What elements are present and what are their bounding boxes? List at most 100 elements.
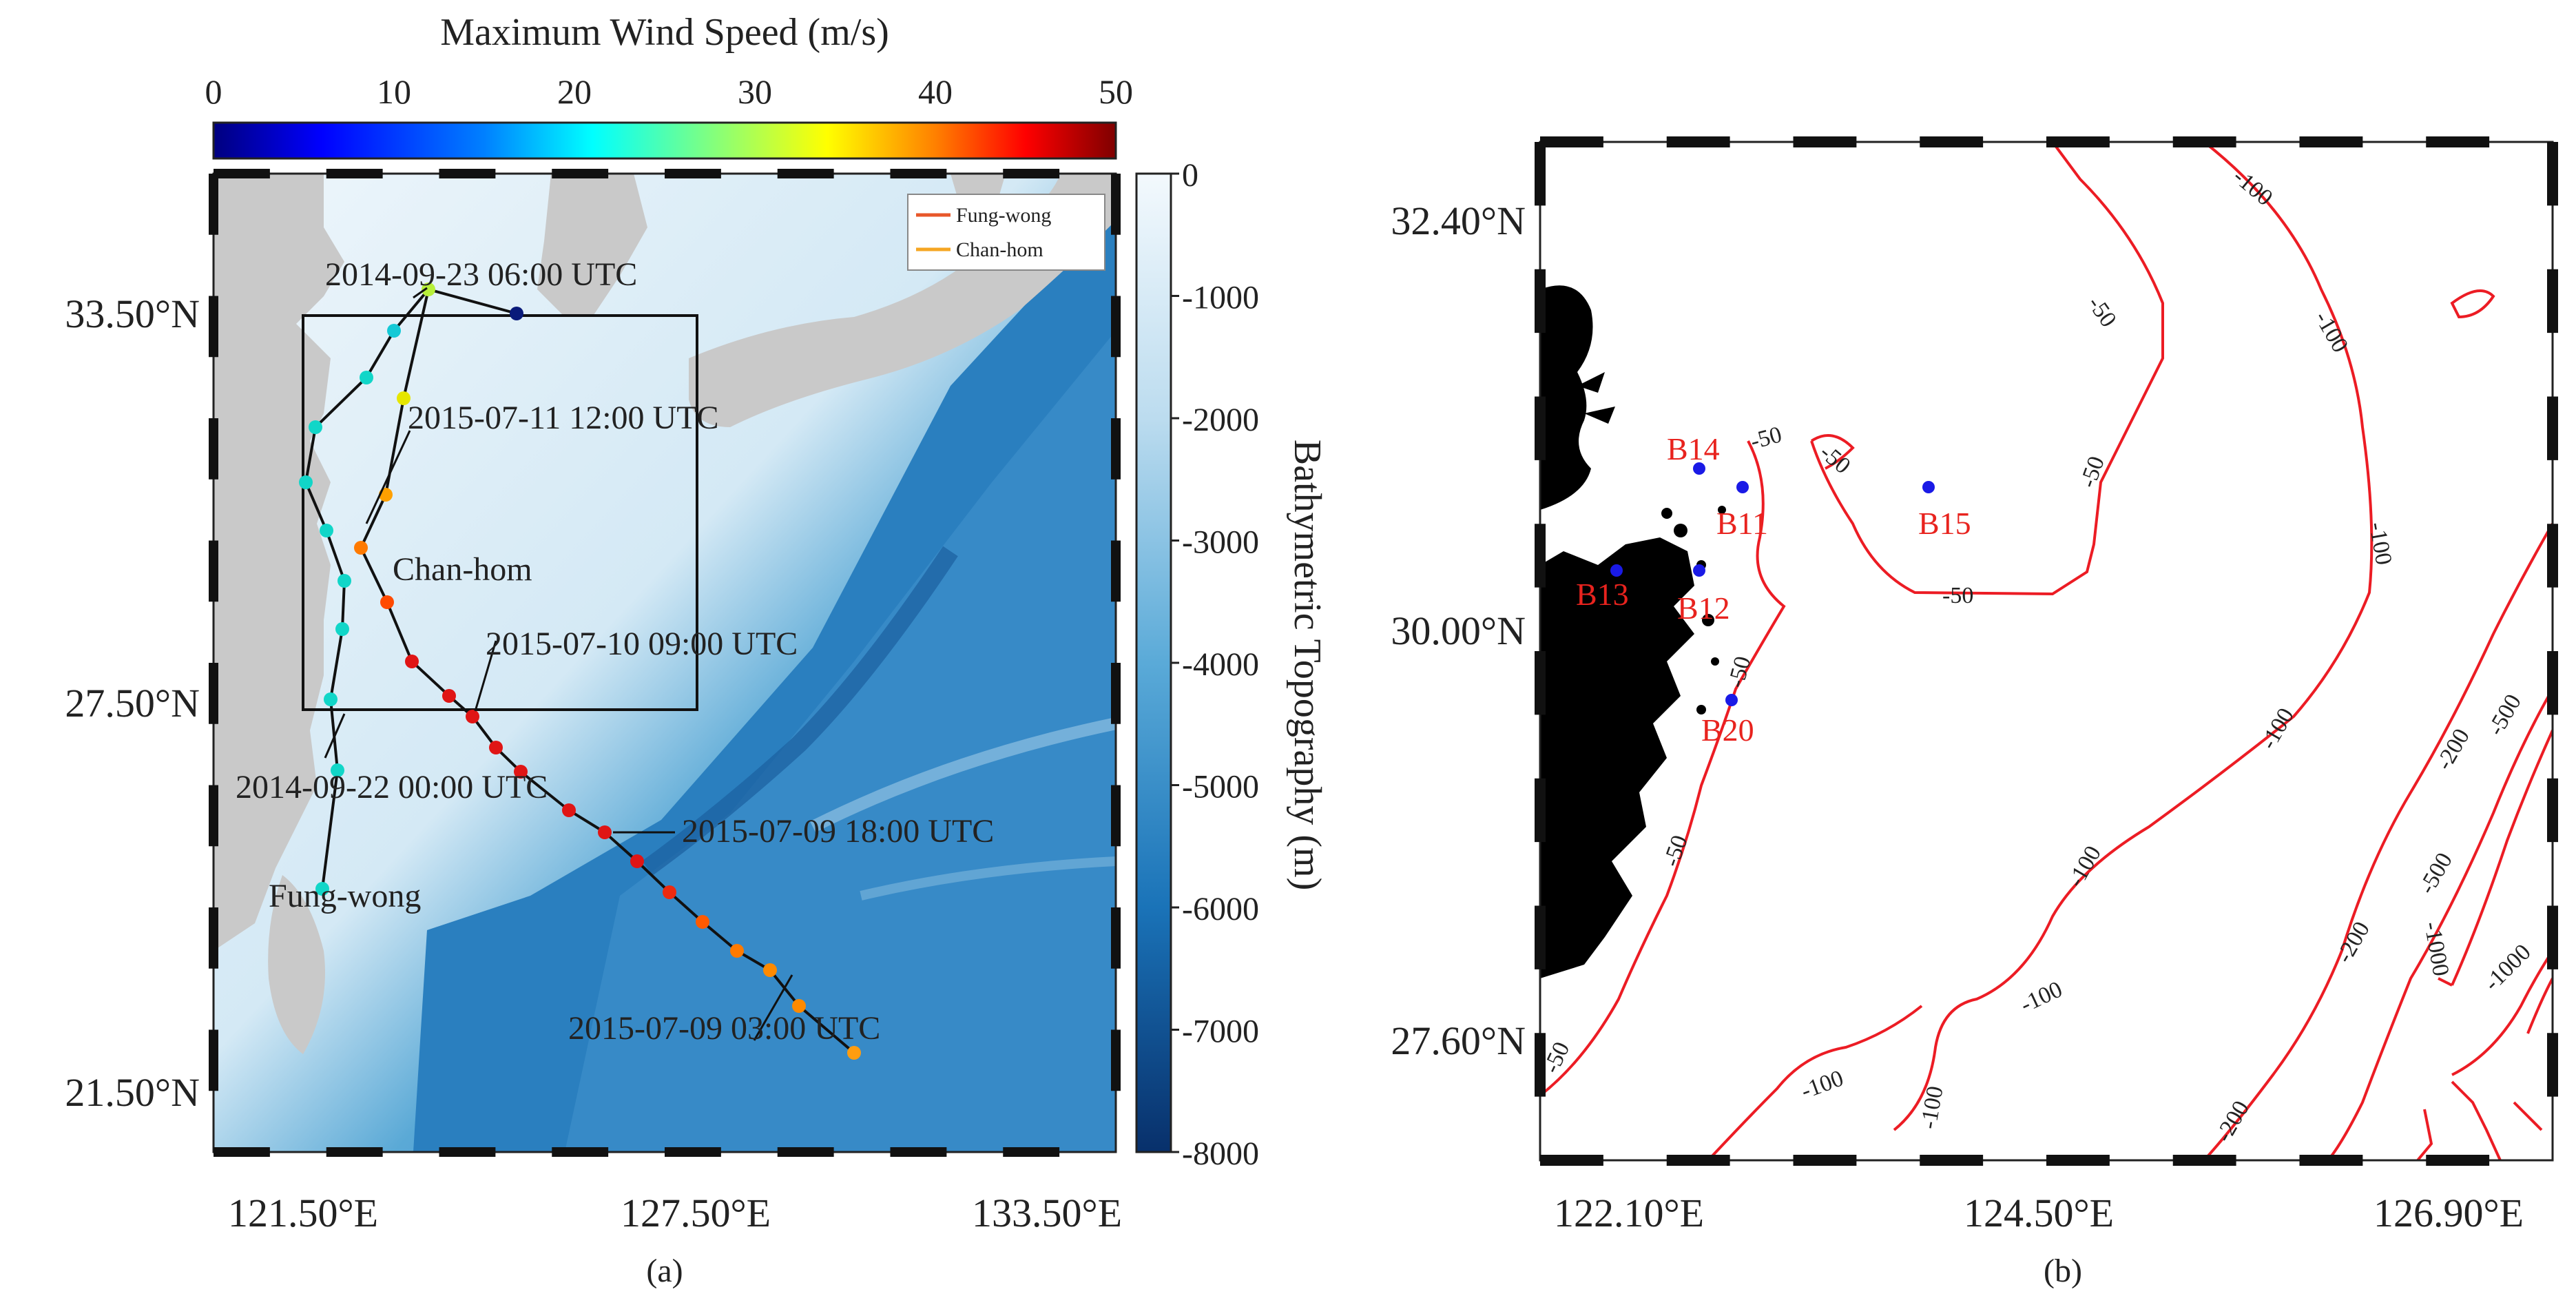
colorbar-title: Maximum Wind Speed (m/s) — [440, 11, 889, 54]
frame-tick — [1111, 663, 1121, 724]
frame-tick — [552, 1147, 609, 1157]
lon-label: 124.50°E — [1964, 1191, 2114, 1235]
frame-tick — [209, 296, 218, 358]
depth-contours — [1540, 142, 2553, 1160]
frame-tick — [1111, 418, 1121, 480]
panel-b-frame-ticks — [1535, 136, 2558, 1166]
annotation-a5: 2014-09-22 00:00 UTC — [236, 769, 548, 805]
track-point — [354, 541, 368, 555]
frame-tick — [890, 169, 947, 178]
track-point — [510, 307, 523, 320]
bathymetry-tick-label: -1000 — [1182, 280, 1259, 316]
track-point — [299, 475, 313, 489]
track-point — [696, 915, 709, 929]
frame-tick — [1540, 1155, 1603, 1166]
station-label: B15 — [1918, 506, 1971, 541]
legend-label-chan-hom: Chan-hom — [956, 238, 1043, 261]
bathymetry-tick-label: -5000 — [1182, 769, 1259, 805]
annotation-a8: 2015-07-09 03:00 UTC — [568, 1010, 880, 1047]
frame-tick — [209, 663, 218, 724]
frame-tick — [2547, 651, 2558, 715]
track-point — [763, 963, 777, 977]
colorbar-tick-label: 10 — [377, 72, 411, 111]
track-point — [422, 282, 435, 296]
frame-tick — [214, 1147, 270, 1157]
frame-tick — [1111, 1029, 1121, 1091]
frame-tick — [2547, 905, 2558, 969]
track-point — [331, 763, 344, 777]
bathymetry-tick-label: -3000 — [1182, 524, 1259, 561]
fung-wong-points — [299, 282, 435, 896]
station-marker — [1725, 694, 1738, 706]
frame-tick — [1535, 524, 1546, 588]
frame-tick — [1535, 778, 1546, 843]
frame-tick — [2299, 136, 2363, 147]
station-label: B20 — [1701, 712, 1754, 748]
land-south — [1540, 537, 1694, 978]
station-marker — [1610, 564, 1623, 577]
frame-tick — [1003, 169, 1060, 178]
frame-tick — [2426, 1155, 2490, 1166]
panel-b-caption: (b) — [2044, 1253, 2082, 1289]
panel-b: -50 -50 -50 -50 -50 -50 -50 -50 -100 -10… — [1391, 136, 2558, 1289]
station-marker — [1693, 462, 1705, 475]
lat-label: 27.50°N — [65, 681, 200, 726]
track-point — [309, 420, 322, 434]
lat-label: 30.00°N — [1391, 608, 1526, 653]
frame-tick — [552, 169, 609, 178]
frame-tick — [1111, 174, 1121, 235]
frame-tick — [209, 785, 218, 847]
frame-tick — [1003, 1147, 1060, 1157]
frame-tick — [2426, 136, 2490, 147]
bathymetry-tick-label: -8000 — [1182, 1135, 1259, 1172]
bathymetry-tick-label: 0 — [1182, 157, 1198, 194]
leader-lines — [324, 287, 793, 1041]
track-point — [320, 524, 333, 537]
frame-tick — [1535, 396, 1546, 460]
frame-tick — [326, 169, 383, 178]
station-label: B12 — [1677, 590, 1730, 626]
frame-tick — [1920, 136, 1984, 147]
lat-label: 21.50°N — [65, 1070, 200, 1115]
frame-tick — [1666, 1155, 1730, 1166]
track-point — [630, 854, 644, 868]
frame-tick — [665, 169, 721, 178]
annotation-a7: Fung-wong — [269, 878, 421, 914]
china-coast — [214, 174, 344, 951]
lon-label: 122.10°E — [1554, 1191, 1704, 1235]
track-point — [324, 692, 337, 706]
track-point — [730, 944, 744, 958]
annotation-a3: Chan-hom — [393, 551, 532, 588]
panel-a-frame-ticks — [209, 169, 1121, 1157]
frame-tick — [209, 1029, 218, 1091]
track-point — [663, 885, 676, 899]
track-point — [514, 765, 528, 779]
frame-tick — [2547, 778, 2558, 843]
stations: B14 B11 B15 B13 B12 B20 — [1576, 431, 1971, 748]
lon-label: 133.50°E — [972, 1191, 1122, 1235]
frame-tick — [1111, 296, 1121, 358]
panel-a: 2014-09-23 06:00 UTC 2015-07-11 12:00 UT… — [65, 169, 1122, 1289]
frame-tick — [1535, 905, 1546, 969]
frame-tick — [1111, 540, 1121, 602]
frame-tick — [326, 1147, 383, 1157]
frame-tick — [1111, 785, 1121, 847]
frame-tick — [1535, 1033, 1546, 1097]
station-label: B13 — [1576, 577, 1629, 612]
chan-hom-track — [359, 287, 855, 1054]
station-marker — [1693, 564, 1705, 577]
colorbar-tick-labels: 0 10 20 30 40 50 — [205, 72, 1134, 111]
annotation-a4: 2015-07-10 09:00 UTC — [486, 626, 798, 662]
lat-label: 33.50°N — [65, 291, 200, 336]
lon-label: 127.50°E — [621, 1191, 771, 1235]
legend: Fung-wong Chan-hom — [907, 194, 1105, 271]
contour-50-loop — [1810, 142, 2164, 596]
track-point — [562, 803, 576, 817]
frame-tick — [2547, 396, 2558, 460]
frame-tick — [209, 907, 218, 969]
track-point — [792, 999, 806, 1013]
bathymetry-tick-label: -7000 — [1182, 1014, 1259, 1050]
frame-tick — [439, 169, 496, 178]
land-north — [1540, 285, 1593, 510]
lat-label: 27.60°N — [1391, 1018, 1526, 1063]
